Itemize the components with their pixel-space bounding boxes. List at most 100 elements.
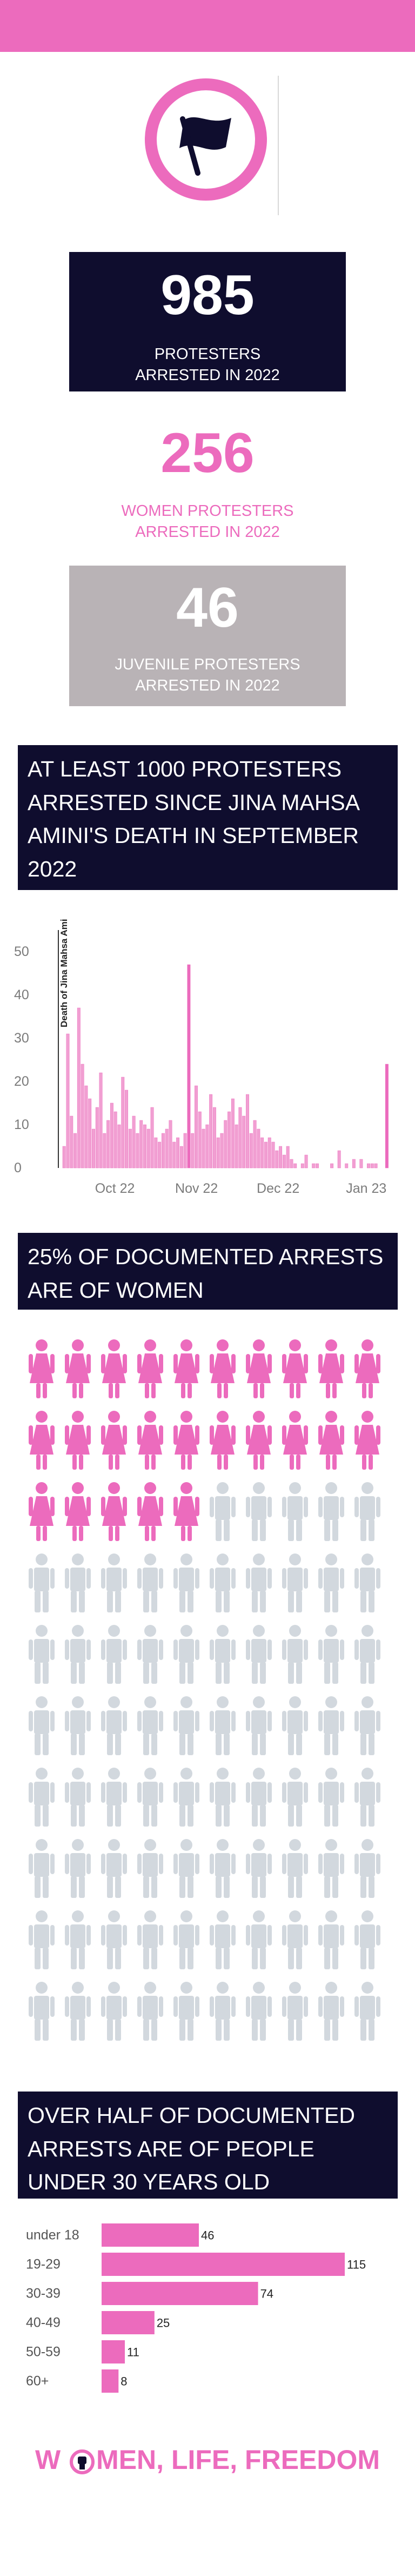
person-icon [282,1982,308,2041]
chart-bar [290,1159,293,1169]
category-label: 40-49 [26,2315,61,2331]
chart-bar [246,1094,249,1169]
person-icon [29,1910,55,1969]
chart-bar [216,1137,220,1169]
chart-bar [143,1124,146,1169]
chart-bar [367,1163,370,1169]
person-icon [246,1482,272,1541]
person-icon [173,1625,199,1684]
person-icon [246,1553,272,1612]
person-icon [210,1839,236,1898]
chart-bar [235,1124,238,1169]
person-icon [65,1910,91,1969]
person-icon [29,1553,55,1612]
chart-bar [337,1150,341,1169]
chart-bar [264,1141,267,1169]
footer-prefix: W [35,2445,61,2475]
person-icon [282,1696,308,1755]
person-icon [318,1982,344,2041]
person-icon [65,1839,91,1898]
chart-bar [121,1077,125,1169]
stat-label-line: JUVENILE PROTESTERS [115,656,300,673]
stat-women: 256 WOMEN PROTESTERS ARRESTED IN 2022 [69,421,346,550]
person-icon [173,1553,199,1612]
chart-bar [158,1141,162,1169]
person-icon [210,1625,236,1684]
flag-icon [179,116,231,176]
x-tick-label: Dec 22 [257,1181,299,1196]
person-icon [246,1696,272,1755]
chart-bar [95,1107,99,1169]
footer-text: MEN, LIFE, FREEDOM [96,2445,380,2475]
person-icon [318,1625,344,1684]
chart-bar [77,1007,81,1169]
chart-bar [62,1146,66,1169]
woman-person-icon [173,1411,199,1470]
person-icon [173,1982,199,2041]
stat-protesters: 985 PROTESTERS ARRESTED IN 2022 [69,252,346,391]
person-icon [246,1625,272,1684]
person-icon [354,1910,380,1969]
chart-bar [179,1146,183,1169]
person-icon [173,1768,199,1827]
woman-person-icon [246,1339,272,1398]
chart-bar [212,1107,216,1169]
chart-bar [66,1033,70,1169]
person-icon [210,1982,236,2041]
woman-person-icon [65,1339,91,1398]
person-icon [282,1553,308,1612]
person-icon [137,1910,163,1969]
y-tick-label: 50 [14,944,29,959]
woman-person-icon [354,1339,380,1398]
person-icon [354,1839,380,1898]
chart-bar [385,1064,389,1169]
chart-bar [345,1163,349,1169]
person-icon [29,1696,55,1755]
chart-bar [260,1137,264,1169]
person-icon [101,1768,127,1827]
category-label: 30-39 [26,2286,61,2301]
stat-juvenile: 46 JUVENILE PROTESTERS ARRESTED IN 2022 [69,566,346,706]
person-icon [101,1625,127,1684]
chart-bar [370,1163,374,1169]
chart-bar [154,1137,158,1169]
person-icon [29,1625,55,1684]
person-icon [65,1625,91,1684]
person-icon [29,1768,55,1827]
chart-bar [242,1116,246,1169]
chart-bar [187,964,191,1169]
person-icon [246,1839,272,1898]
person-icon [318,1553,344,1612]
person-icon [282,1768,308,1827]
age-bar [102,2223,199,2247]
chart-bar [117,1124,121,1169]
y-tick-label: 0 [14,1160,22,1176]
person-icon [246,1910,272,1969]
person-icon [354,1768,380,1827]
person-icon [173,1696,199,1755]
people-icon-array [27,1339,389,2053]
person-icon [101,1839,127,1898]
chart-bar [271,1141,275,1169]
chart-bar [132,1116,136,1169]
heading-arrests-total: AT LEAST 1000 PROTESTERS ARRESTED SINCE … [18,745,398,890]
y-tick-label: 20 [14,1074,29,1089]
fist-icon [70,2449,95,2474]
bar-value-label: 11 [127,2346,139,2359]
category-label: 60+ [26,2374,49,2389]
category-label: 19-29 [26,2257,61,2272]
stat-label-line: ARRESTED IN 2022 [135,367,280,384]
y-tick-label: 30 [14,1031,29,1046]
x-tick-label: Oct 22 [95,1181,135,1196]
chart-bar [169,1120,172,1169]
footer-slogan: W MEN, LIFE, FREEDOM [0,2444,415,2475]
woman-person-icon [29,1339,55,1398]
chart-bar [88,1098,92,1169]
chart-bar [282,1154,286,1169]
person-icon [137,1982,163,2041]
stat-label: PROTESTERS ARRESTED IN 2022 [135,344,280,386]
woman-person-icon [29,1482,55,1541]
category-label: under 18 [26,2228,79,2243]
chart-bar [139,1120,143,1169]
chart-bar [209,1094,213,1169]
